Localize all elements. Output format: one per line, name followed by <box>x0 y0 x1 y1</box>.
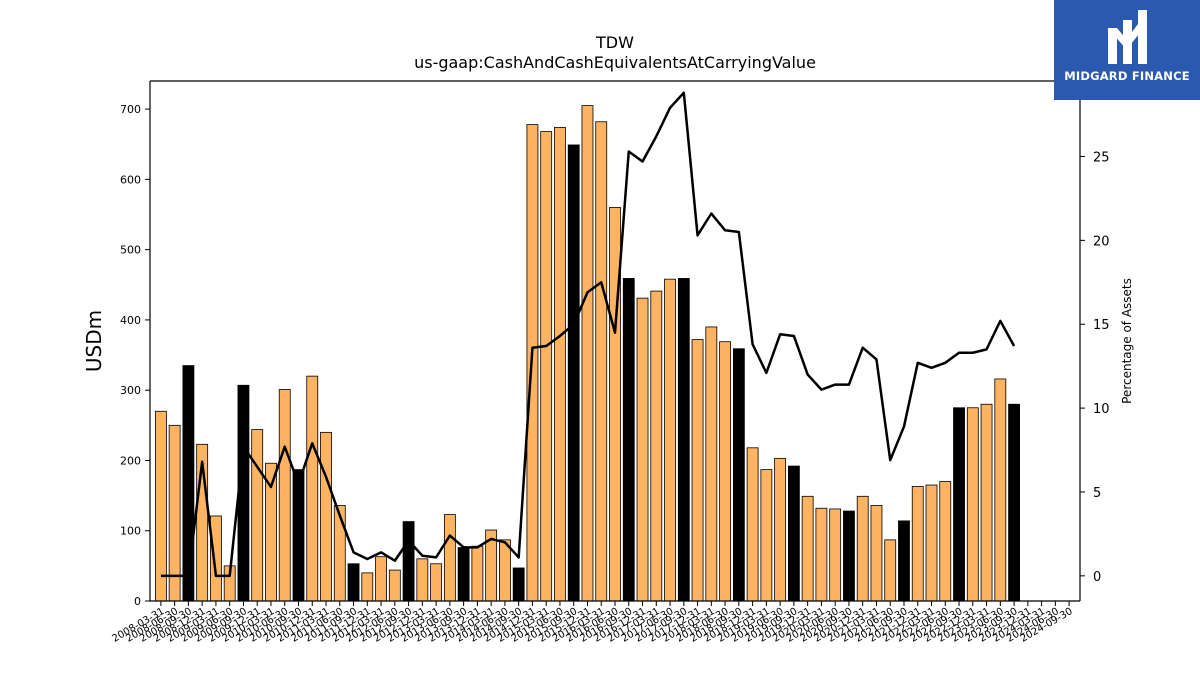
bar-2010-12-31 <box>306 375 319 602</box>
percent-of-assets-line <box>160 91 1016 578</box>
bar-2012-09-30 <box>402 521 415 602</box>
bar-2012-03-31 <box>375 556 387 602</box>
bar-2019-03-31 <box>760 469 773 602</box>
bar-2020-12-31 <box>856 495 869 602</box>
bar-2022-12-31 <box>966 407 979 602</box>
bar-2008-03-31 <box>154 410 167 602</box>
bar-2020-03-31 <box>815 507 828 602</box>
bar-2010-09-30 <box>292 469 305 602</box>
bar-2011-06-30 <box>333 505 346 602</box>
bar-2011-09-30 <box>347 563 360 602</box>
bar-2018-06-30 <box>719 341 732 602</box>
bar-2015-09-30 <box>567 144 580 602</box>
bar-2015-12-31 <box>581 105 594 602</box>
y2-tick-label: 0 <box>1093 570 1101 585</box>
bar-2011-03-31 <box>320 431 332 602</box>
chart-title: TDW <box>595 33 634 52</box>
bar-2021-03-31 <box>870 505 883 602</box>
bar-2017-12-31 <box>691 339 704 602</box>
bar-2016-09-30 <box>622 278 635 602</box>
bar-2018-12-31 <box>746 447 759 602</box>
y-tick-label: 400 <box>120 314 141 327</box>
y-tick-label: 200 <box>120 454 141 467</box>
brand-name: MIDGARD FINANCE <box>1064 69 1190 83</box>
bar-2011-12-31 <box>361 572 374 602</box>
bar-2013-06-30 <box>443 514 456 602</box>
bar-2014-06-30 <box>499 539 511 602</box>
bar-2013-09-30 <box>457 547 470 602</box>
bar-2013-12-31 <box>471 545 484 602</box>
brand-logo: MIDGARD FINANCE <box>1054 0 1200 100</box>
bar-2019-06-30 <box>774 457 787 602</box>
bar-2022-06-30 <box>939 481 952 602</box>
bar-2013-03-31 <box>430 563 443 602</box>
bar-2018-03-31 <box>705 326 718 602</box>
bar-2018-09-30 <box>732 348 745 602</box>
y-tick-label: 500 <box>120 244 141 257</box>
axes: 010020030040050060070005101520252008-03-… <box>111 80 1110 645</box>
bar-2021-09-30 <box>898 520 910 602</box>
y2-tick-label: 25 <box>1093 150 1110 165</box>
bar-2020-09-30 <box>843 510 855 602</box>
bar-2010-06-30 <box>278 389 291 602</box>
bar-2023-09-30 <box>1008 403 1020 602</box>
y-tick-label: 0 <box>134 595 141 608</box>
bar-2021-06-30 <box>884 539 897 602</box>
y2-tick-label: 20 <box>1093 234 1110 249</box>
bar-2019-09-30 <box>787 465 800 602</box>
bar-2016-12-31 <box>636 297 649 602</box>
bar-2023-03-31 <box>980 403 993 602</box>
bar-2014-09-30 <box>512 567 525 602</box>
bar-2020-06-30 <box>829 508 842 602</box>
bar-2012-12-31 <box>416 558 429 602</box>
y-tick-label: 300 <box>120 384 141 397</box>
bars <box>154 105 1020 602</box>
line-layer <box>160 91 1016 578</box>
y2-tick-label: 5 <box>1093 486 1101 501</box>
bar-2022-03-31 <box>925 484 938 602</box>
bar-2023-06-30 <box>994 378 1007 602</box>
bar-2017-06-30 <box>664 278 676 602</box>
bar-2015-03-31 <box>540 131 553 602</box>
midgard-logo-icon <box>1108 10 1147 64</box>
y2-tick-label: 15 <box>1093 318 1110 333</box>
bar-2012-06-30 <box>388 569 401 602</box>
bar-2021-12-31 <box>911 486 924 602</box>
bar-2016-03-31 <box>595 121 608 602</box>
bar-2009-12-31 <box>251 429 264 602</box>
y-tick-label: 700 <box>120 103 141 116</box>
y2-tick-label: 10 <box>1093 402 1110 417</box>
bar-2022-09-30 <box>953 407 965 602</box>
bar-2019-12-31 <box>801 495 814 602</box>
bar-2015-06-30 <box>554 126 566 602</box>
bar-2009-03-31 <box>210 515 222 602</box>
chart-subtitle: us-gaap:CashAndCashEquivalentsAtCarrying… <box>414 53 816 72</box>
y2-axis-label: Percentage of Assets <box>1120 278 1134 404</box>
bar-2017-09-30 <box>677 278 690 602</box>
y-tick-label: 100 <box>120 525 141 538</box>
y-tick-label: 600 <box>120 173 141 186</box>
y-axis-label: USDm <box>82 310 106 372</box>
bar-2017-03-31 <box>650 290 663 602</box>
